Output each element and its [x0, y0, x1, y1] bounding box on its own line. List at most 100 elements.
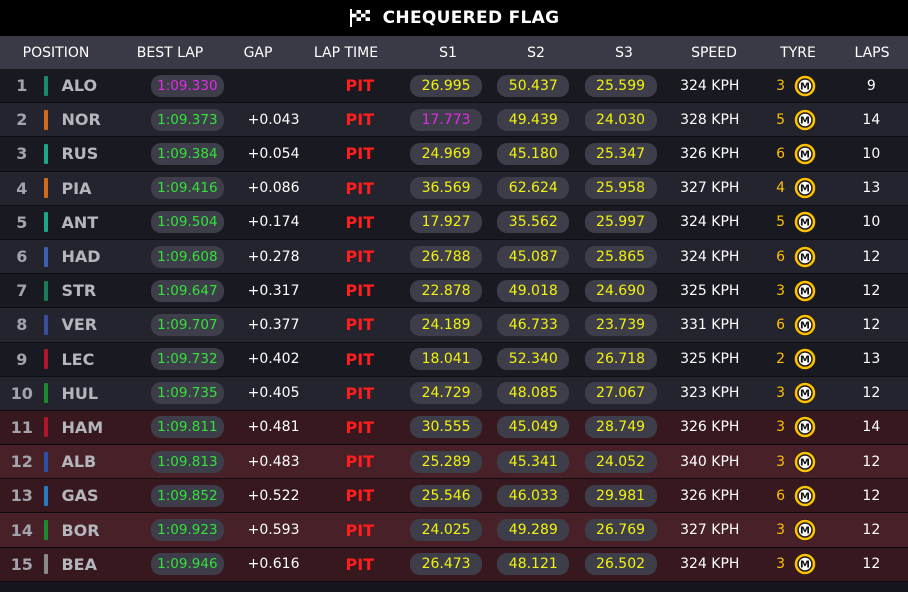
gap-value: +0.405 [247, 385, 300, 402]
table-row[interactable]: 13 GAS 1:09.852 +0.522 PIT 25.546 46.033… [0, 479, 908, 514]
table-row[interactable]: 3 RUS 1:09.384 +0.054 PIT 24.969 45.180 … [0, 137, 908, 172]
sector-3-time: 24.690 [584, 279, 657, 302]
sector-2-time: 49.018 [497, 279, 570, 302]
medium-tyre-icon: M [794, 279, 816, 302]
sector-1-time: 22.878 [410, 279, 483, 302]
table-row[interactable]: 12 ALB 1:09.813 +0.483 PIT 25.289 45.341… [0, 445, 908, 480]
speed-value: 324 KPH [680, 556, 740, 573]
table-row[interactable]: 2 NOR 1:09.373 +0.043 PIT 17.773 49.439 … [0, 103, 908, 138]
team-color-bar [43, 520, 48, 541]
lap-time-status: PIT [345, 178, 375, 198]
driver-code: GAS [61, 486, 99, 506]
best-lap-time: 1:09.647 [151, 279, 224, 302]
position-number: 12 [10, 452, 33, 472]
laps-count: 14 [862, 419, 881, 436]
team-color-bar [43, 485, 48, 506]
position-number: 13 [10, 486, 33, 506]
table-row[interactable]: 6 HAD 1:09.608 +0.278 PIT 26.788 45.087 … [0, 239, 908, 275]
medium-tyre-icon: M [794, 142, 816, 165]
laps-count: 13 [862, 351, 881, 368]
tyre-compound-letter: M [800, 218, 810, 229]
lap-time-status: PIT [345, 144, 375, 164]
medium-tyre-icon: M [794, 553, 816, 576]
best-lap-time: 1:09.707 [151, 313, 224, 336]
sector-1-time: 17.773 [410, 108, 483, 131]
sector-1-time: 24.025 [410, 519, 483, 542]
tyre-compound-letter: M [800, 355, 810, 366]
speed-value: 325 KPH [680, 351, 740, 368]
medium-tyre-icon: M [794, 211, 816, 234]
tyre-age: 3 [776, 556, 785, 573]
tyre-age: 3 [776, 419, 785, 436]
gap-value: +0.086 [247, 180, 300, 197]
team-color-bar [43, 75, 48, 96]
driver-code: BOR [61, 520, 100, 540]
driver-code: ANT [61, 212, 99, 232]
speed-value: 324 KPH [680, 77, 740, 94]
table-row[interactable]: 11 HAM 1:09.811 +0.481 PIT 30.555 45.049… [0, 410, 908, 446]
driver-code: RUS [61, 144, 99, 164]
gap-value: +0.317 [247, 282, 300, 299]
sector-2-time: 48.121 [497, 553, 570, 576]
sector-3-time: 27.067 [584, 382, 657, 405]
sector-3-time: 25.997 [584, 211, 657, 234]
sector-2-time: 35.562 [497, 211, 570, 234]
table-row[interactable]: 15 BEA 1:09.946 +0.616 PIT 26.473 48.121… [0, 547, 908, 582]
table-row[interactable]: 5 ANT 1:09.504 +0.174 PIT 17.927 35.562 … [0, 205, 908, 240]
laps-count: 12 [862, 385, 881, 402]
driver-code: NOR [61, 110, 101, 130]
lap-time-status: PIT [345, 110, 375, 130]
speed-value: 328 KPH [680, 111, 740, 128]
lap-time-status: PIT [345, 349, 375, 369]
tyre-age: 6 [776, 145, 785, 162]
laps-count: 12 [862, 522, 881, 539]
best-lap-time: 1:09.811 [151, 416, 224, 439]
medium-tyre-icon: M [794, 382, 816, 405]
header-gap: GAP [243, 44, 273, 61]
best-lap-time: 1:09.330 [151, 74, 224, 97]
speed-value: 327 KPH [680, 180, 740, 197]
medium-tyre-icon: M [794, 313, 816, 336]
table-row[interactable]: 1 ALO 1:09.330 PIT 26.995 50.437 25.599 … [0, 69, 908, 104]
table-row[interactable]: 9 LEC 1:09.732 +0.402 PIT 18.041 52.340 … [0, 342, 908, 377]
table-row[interactable]: 4 PIA 1:09.416 +0.086 PIT 36.569 62.624 … [0, 171, 908, 206]
sector-2-time: 45.341 [497, 450, 570, 473]
sector-3-time: 24.052 [584, 450, 657, 473]
table-row[interactable]: 8 VER 1:09.707 +0.377 PIT 24.189 46.733 … [0, 308, 908, 343]
tyre-compound-letter: M [800, 389, 810, 400]
table-row[interactable]: 14 BOR 1:09.923 +0.593 PIT 24.025 49.289… [0, 513, 908, 548]
sector-3-time: 24.030 [584, 108, 657, 131]
header-speed: SPEED [691, 44, 737, 61]
position-number: 6 [16, 247, 28, 267]
laps-count: 12 [862, 556, 881, 573]
sector-3-time: 26.718 [584, 348, 657, 371]
sector-1-time: 24.969 [410, 142, 483, 165]
table-header: POSITION BEST LAP GAP LAP TIME S1 S2 S3 … [0, 36, 908, 69]
laps-count: 9 [866, 77, 876, 94]
sector-2-time: 46.033 [497, 484, 570, 507]
speed-value: 324 KPH [680, 248, 740, 265]
lap-time-status: PIT [345, 315, 375, 335]
sector-3-time: 26.769 [584, 519, 657, 542]
laps-count: 12 [862, 282, 881, 299]
position-number: 3 [16, 144, 28, 164]
best-lap-time: 1:09.923 [151, 519, 224, 542]
sector-3-time: 25.958 [584, 177, 657, 200]
header-lap-time: LAP TIME [313, 44, 379, 61]
speed-value: 331 KPH [680, 316, 740, 333]
table-row[interactable]: 10 HUL 1:09.735 +0.405 PIT 24.729 48.085… [0, 376, 908, 411]
header-s1: S1 [439, 44, 457, 61]
laps-count: 10 [862, 145, 881, 162]
sector-1-time: 30.555 [410, 416, 483, 439]
table-row[interactable]: 7 STR 1:09.647 +0.317 PIT 22.878 49.018 … [0, 274, 908, 309]
sector-2-time: 50.437 [497, 74, 570, 97]
sector-1-time: 25.546 [410, 484, 483, 507]
position-number: 11 [10, 417, 33, 437]
medium-tyre-icon: M [794, 108, 816, 131]
gap-value: +0.402 [247, 351, 300, 368]
speed-value: 326 KPH [680, 145, 740, 162]
lap-time-status: PIT [345, 76, 375, 96]
tyre-compound-letter: M [800, 457, 810, 468]
team-color-bar [43, 178, 48, 199]
standings-table: 1 ALO 1:09.330 PIT 26.995 50.437 25.599 … [0, 69, 908, 582]
